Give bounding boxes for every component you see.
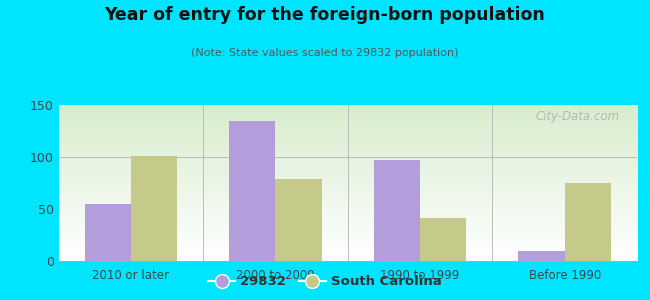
Bar (374, 160, 420, 261)
Text: (Note: State values scaled to 29832 population): (Note: State values scaled to 29832 popu… (191, 48, 459, 58)
Bar (131, 156, 177, 261)
Text: Year of entry for the foreign-born population: Year of entry for the foreign-born popul… (105, 6, 545, 24)
Bar (565, 183, 611, 261)
Bar (420, 218, 466, 261)
Text: City-Data.com: City-Data.com (536, 110, 619, 123)
Bar (229, 121, 276, 261)
Bar (84, 204, 131, 261)
Legend: 29832, South Carolina: 29832, South Carolina (203, 270, 447, 293)
Bar (276, 179, 322, 261)
Bar (519, 250, 565, 261)
